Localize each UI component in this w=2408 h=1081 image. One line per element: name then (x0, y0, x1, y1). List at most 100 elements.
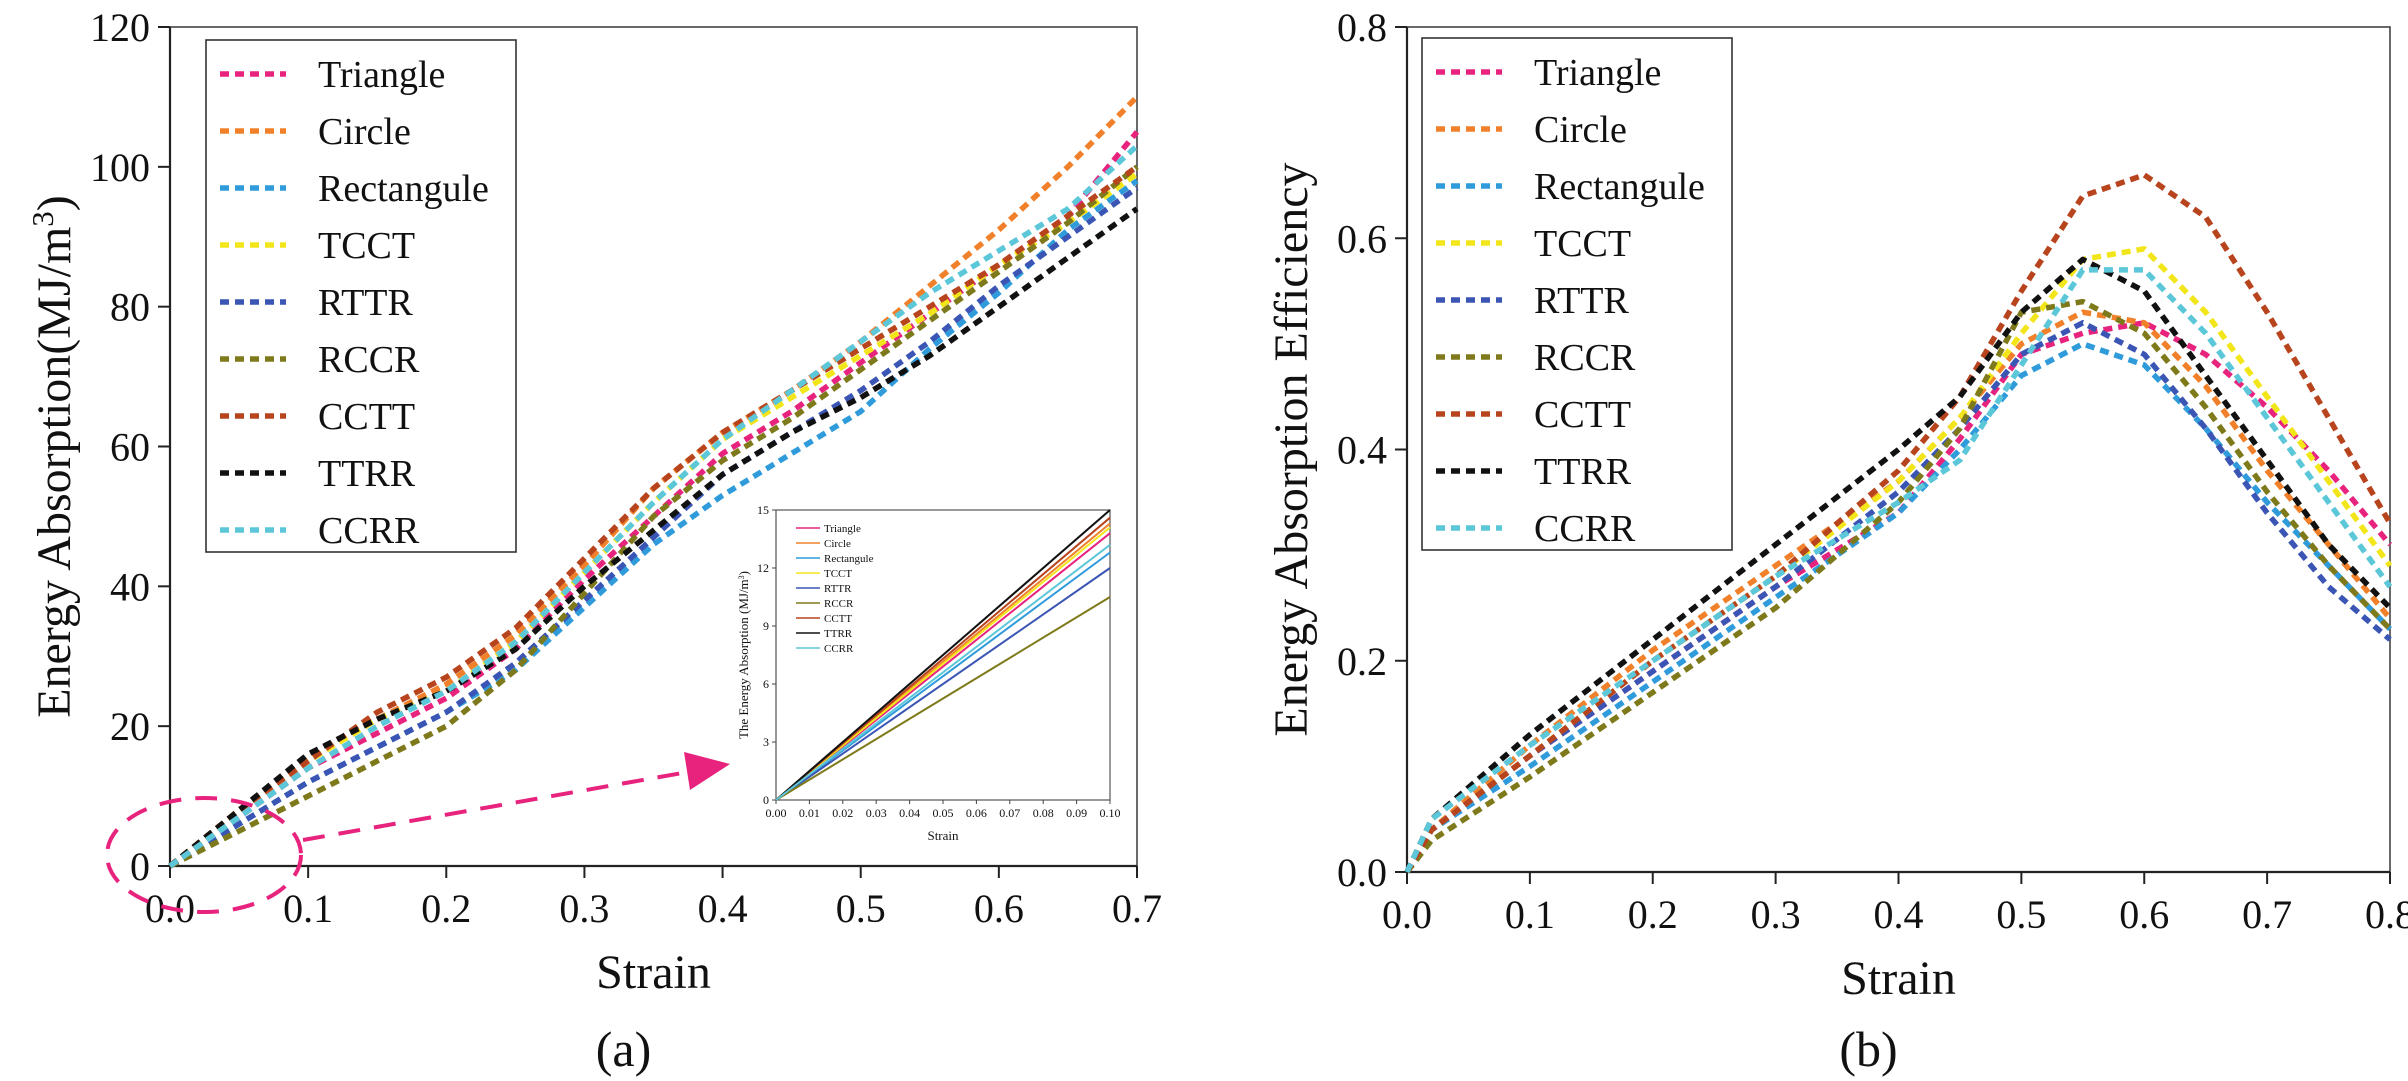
x-tick-label: 0.3 (1751, 892, 1801, 937)
y-axis-title: Energy Absorption Efficiency (1265, 162, 1318, 736)
y-tick-label: 0.0 (1337, 850, 1387, 895)
y-tick-label: 20 (110, 704, 150, 749)
inset-legend-label-circle: Circle (824, 538, 851, 550)
y-tick-label: 0.4 (1337, 428, 1387, 473)
inset-series-line-rttr (775, 567, 1111, 801)
zoom-callout-arrowhead (684, 752, 730, 790)
x-tick-label: 0.6 (2119, 892, 2169, 937)
legend-label-rccr: RCCR (1534, 337, 1636, 379)
x-tick-label: 0.7 (1112, 886, 1162, 931)
legend-label-rccr: RCCR (318, 339, 420, 381)
series-line-ccrr (168, 143, 1139, 869)
y-axis-title-superscript: 3 (25, 211, 60, 227)
series-line-cctt (1404, 172, 2393, 874)
x-tick-label: 0.2 (421, 886, 471, 931)
legend-label-rttr: RTTR (318, 282, 413, 324)
inset-x-tick-label: 0.02 (832, 806, 853, 820)
legend-label-rectangule: Rectangule (1534, 166, 1705, 208)
inset-x-axis-title: Strain (927, 828, 959, 843)
x-tick-label: 0.6 (974, 886, 1024, 931)
inset-legend-label-cctt: CCTT (824, 613, 852, 625)
inset-series-line-rccr (775, 596, 1111, 801)
inset-y-axis-title: The Energy Absorption (MJ/m3) (736, 571, 751, 739)
inset-y-tick-label: 15 (757, 503, 769, 517)
inset-x-tick-label: 0.08 (1033, 806, 1054, 820)
inset-x-tick-label: 0.09 (1066, 806, 1087, 820)
legend-label-triangle: Triangle (318, 54, 445, 96)
legend-label-ccrr: CCRR (318, 510, 420, 552)
legend-label-cctt: CCTT (1534, 394, 1631, 436)
legend-label-triangle: Triangle (1534, 52, 1661, 94)
panel-tag: (a) (596, 1021, 652, 1077)
chart-panel-a: 0.0 0.1 0.2 0.3 0.4 0.5 0.6 0.7020406080100120S… (25, 5, 1163, 1077)
inset-y-axis-title-close: ) (736, 571, 751, 575)
x-tick-label: 0.0 (1382, 892, 1432, 937)
series-line-ttrr (1404, 256, 2392, 874)
y-tick-label: 100 (90, 145, 150, 190)
series-line-rectangule (1404, 341, 2392, 874)
legend-label-rttr: RTTR (1534, 280, 1629, 322)
x-tick-label: 0.4 (1874, 892, 1924, 937)
zoom-callout-ellipse (105, 796, 303, 914)
y-tick-label: 0 (130, 844, 150, 889)
x-axis-title: Strain (596, 946, 711, 999)
inset-series-line-tcct (775, 526, 1111, 801)
inset-x-tick-label: 0.06 (966, 806, 987, 820)
zoom-callout-arrow-line (302, 770, 689, 842)
x-tick-label: 0.5 (836, 886, 886, 931)
inset-series-line-ttrr (775, 509, 1111, 801)
inset-y-tick-label: 9 (763, 619, 769, 633)
series-line-circle (1404, 309, 2393, 874)
series-line-rccr (1404, 298, 2392, 874)
legend-label-rectangule: Rectangule (318, 168, 489, 210)
y-axis-title-main: Energy Absorption(MJ/m (28, 227, 81, 718)
inset-y-tick-label: 12 (757, 561, 769, 575)
y-tick-label: 40 (110, 564, 150, 609)
y-tick-label: 0.8 (1337, 5, 1387, 50)
legend-box (1421, 37, 1733, 551)
x-tick-label: 0.8 (2365, 892, 2408, 937)
series-line-ccrr (1404, 267, 2393, 874)
x-tick-label: 0.1 (283, 886, 333, 931)
inset-series-line-ccrr (775, 544, 1111, 801)
series-line-rccr (168, 164, 1139, 869)
inset-y-tick-label: 3 (763, 735, 769, 749)
inset-y-tick-label: 0 (763, 793, 769, 807)
legend-label-ttrr: TTRR (1534, 451, 1632, 493)
inset-legend-label-rectangule: Rectangule (824, 553, 874, 565)
inset-x-tick-label: 0.03 (866, 806, 887, 820)
y-tick-label: 0.2 (1337, 639, 1387, 684)
inset-series-line-rectangule (775, 551, 1111, 801)
inset-x-tick-label: 0.00 (766, 806, 787, 820)
inset-x-tick-label: 0.07 (999, 806, 1020, 820)
legend-label-circle: Circle (1534, 109, 1627, 151)
x-tick-label: 0.5 (1996, 892, 2046, 937)
legend-label-tcct: TCCT (318, 225, 415, 267)
y-axis-title-close: ) (28, 195, 81, 211)
x-tick-label: 0.1 (1505, 892, 1555, 937)
inset-legend-label-ttrr: TTRR (824, 628, 853, 640)
legend-box (205, 39, 517, 553)
inset-x-tick-label: 0.10 (1100, 806, 1121, 820)
chart-panel-b: 0.0 0.1 0.2 0.3 0.4 0.5 0.6 0.7 0.8 0.0 0.2 0.4 0.6 0… (1265, 5, 2408, 1077)
inset-legend-label-triangle: Triangle (824, 523, 861, 535)
legend-label-cctt: CCTT (318, 396, 415, 438)
inset-legend-label-rccr: RCCR (824, 598, 854, 610)
series-line-ttrr (168, 206, 1139, 869)
x-tick-label: 0.2 (1628, 892, 1678, 937)
inset-legend-label-tcct: TCCT (824, 568, 852, 580)
y-axis-title: Energy Absorption(MJ/m3) (25, 195, 82, 718)
series-line-rttr (168, 185, 1139, 869)
x-tick-label: 0.3 (559, 886, 609, 931)
inset-y-tick-label: 6 (763, 677, 769, 691)
inset-x-tick-label: 0.05 (933, 806, 954, 820)
x-tick-label: 0.4 (698, 886, 748, 931)
y-tick-label: 60 (110, 425, 150, 470)
legend-label-tcct: TCCT (1534, 223, 1631, 265)
legend-label-ccrr: CCRR (1534, 508, 1636, 550)
legend-label-ttrr: TTRR (318, 453, 416, 495)
inset-x-tick-label: 0.01 (799, 806, 820, 820)
x-axis-title: Strain (1841, 952, 1956, 1005)
x-tick-label: 0.7 (2242, 892, 2292, 937)
